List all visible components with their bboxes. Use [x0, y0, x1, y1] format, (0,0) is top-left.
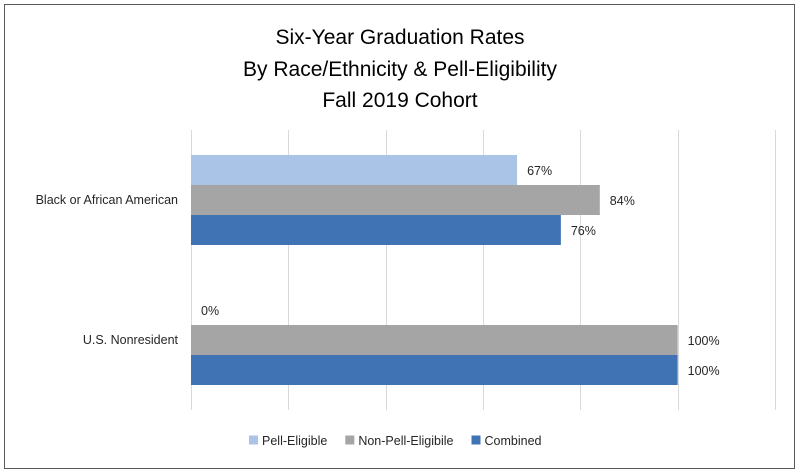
- data-label: 84%: [610, 194, 635, 208]
- data-label: 67%: [527, 164, 552, 178]
- data-label: 100%: [688, 334, 720, 348]
- bar-pell-eligible: [191, 155, 518, 185]
- legend-label: Pell-Eligible: [262, 434, 327, 448]
- bar-non-pell-eligibile: [191, 185, 600, 215]
- bar-non-pell-eligibile: [191, 325, 678, 355]
- title-line-3: Fall 2019 Cohort: [322, 89, 477, 112]
- bar-combined: [191, 355, 678, 385]
- data-labels: 67% 84% 76% 0% 100% 100%: [201, 164, 720, 378]
- legend-label: Non-Pell-Eligibile: [358, 434, 453, 448]
- legend-swatch: [345, 435, 355, 445]
- legend-swatch: [471, 435, 481, 445]
- title-line-1: Six-Year Graduation Rates: [275, 26, 524, 49]
- data-label: 76%: [571, 224, 596, 238]
- legend-swatch: [249, 435, 258, 445]
- data-label: 100%: [688, 364, 720, 378]
- category-label: U.S. Nonresident: [83, 333, 179, 347]
- bars: [191, 155, 678, 385]
- category-label: Black or African American: [36, 193, 178, 207]
- bar-combined: [191, 215, 561, 245]
- title-line-2: By Race/Ethnicity & Pell-Eligibility: [243, 58, 557, 81]
- category-labels: Black or African American U.S. Nonresiden…: [36, 193, 179, 347]
- legend: Pell-Eligible Non-Pell-Eligibile Combined: [249, 434, 542, 448]
- chart-title: Six-Year Graduation Rates By Race/Ethnici…: [243, 26, 557, 112]
- data-label: 0%: [201, 304, 219, 318]
- legend-label: Combined: [485, 434, 542, 448]
